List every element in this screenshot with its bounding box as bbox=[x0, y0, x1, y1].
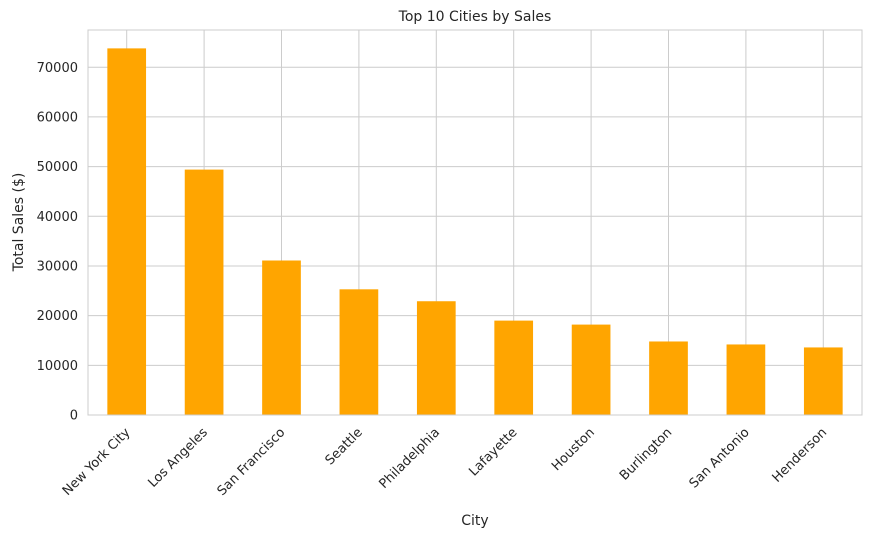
bar bbox=[803, 347, 843, 415]
x-tick-label: San Francisco bbox=[215, 425, 289, 499]
x-tick-label: Los Angeles bbox=[145, 425, 211, 491]
bar bbox=[339, 289, 379, 415]
y-tick-label: 30000 bbox=[37, 259, 78, 274]
x-tick-label: Seattle bbox=[323, 425, 366, 468]
bar bbox=[184, 169, 224, 415]
y-tick-label: 40000 bbox=[37, 210, 78, 225]
x-tick-label: New York City bbox=[60, 425, 134, 499]
x-tick-label: Lafayette bbox=[466, 425, 520, 479]
bar bbox=[107, 48, 147, 415]
bars bbox=[107, 48, 843, 415]
x-axis-label: City bbox=[461, 513, 488, 529]
bar bbox=[262, 260, 301, 415]
bar bbox=[649, 341, 688, 415]
bar bbox=[494, 320, 534, 415]
chart-title: Top 10 Cities by Sales bbox=[398, 9, 552, 25]
x-tick-label: Henderson bbox=[770, 425, 831, 486]
bar bbox=[571, 324, 611, 415]
y-axis-label: Total Sales ($) bbox=[11, 173, 27, 273]
x-tick-label: Philadelphia bbox=[377, 425, 444, 492]
y-tick-label: 50000 bbox=[37, 160, 78, 175]
x-tick-labels: New York City Los Angeles San Francisco Sea… bbox=[60, 425, 830, 499]
y-tick-label: 0 bbox=[70, 409, 78, 424]
y-tick-label: 60000 bbox=[37, 110, 78, 125]
y-tick-label: 20000 bbox=[37, 309, 78, 324]
y-tick-label: 10000 bbox=[37, 359, 78, 374]
y-tick-label: 70000 bbox=[37, 61, 78, 76]
bar bbox=[416, 301, 456, 415]
x-tick-label: Burlington bbox=[617, 425, 675, 483]
plot-frame bbox=[87, 29, 863, 416]
bar bbox=[726, 344, 766, 415]
x-tick-label: Houston bbox=[549, 425, 598, 474]
y-tick-labels: 0 10000 20000 30000 40000 50000 60000 70000 bbox=[37, 61, 78, 424]
x-tick-label: San Antonio bbox=[687, 425, 753, 491]
